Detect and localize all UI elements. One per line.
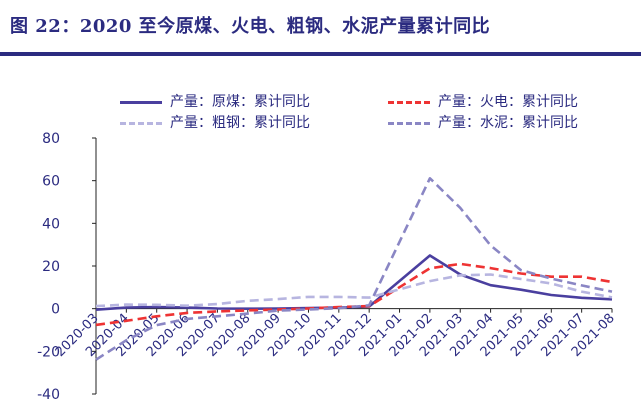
y-tick-label: -20 <box>37 344 60 360</box>
y-tick-label: 60 <box>42 174 60 190</box>
legend-label-coal: 产量：原煤：累计同比 <box>170 94 310 110</box>
chart-legend: 产量：原煤：累计同比 产量：火电：累计同比 产量：粗钢：累计同比 产量：水泥：累… <box>120 92 640 134</box>
legend-swatch-crude-steel <box>120 122 162 125</box>
legend-label-thermal-power: 产量：火电：累计同比 <box>438 94 578 110</box>
y-tick-label: 20 <box>42 259 60 275</box>
title-divider <box>0 52 641 56</box>
legend-swatch-thermal-power <box>388 101 430 104</box>
chart-title: 图 22：2020 至今原煤、火电、粗钢、水泥产量累计同比 <box>10 16 491 37</box>
legend-swatch-cement <box>388 122 430 125</box>
series-line-2 <box>95 273 613 308</box>
legend-label-cement: 产量：水泥：累计同比 <box>438 115 578 131</box>
y-tick-label: 0 <box>51 302 60 318</box>
legend-swatch-coal <box>120 101 162 104</box>
y-tick-label: 80 <box>42 131 60 147</box>
y-tick-label: -40 <box>37 387 60 403</box>
series-line-3 <box>95 177 613 361</box>
legend-label-crude-steel: 产量：粗钢：累计同比 <box>170 115 310 131</box>
series-line-0 <box>95 254 613 311</box>
y-tick-label: 40 <box>42 216 60 232</box>
chart-header: 图 22：2020 至今原煤、火电、粗钢、水泥产量累计同比 <box>0 0 641 60</box>
